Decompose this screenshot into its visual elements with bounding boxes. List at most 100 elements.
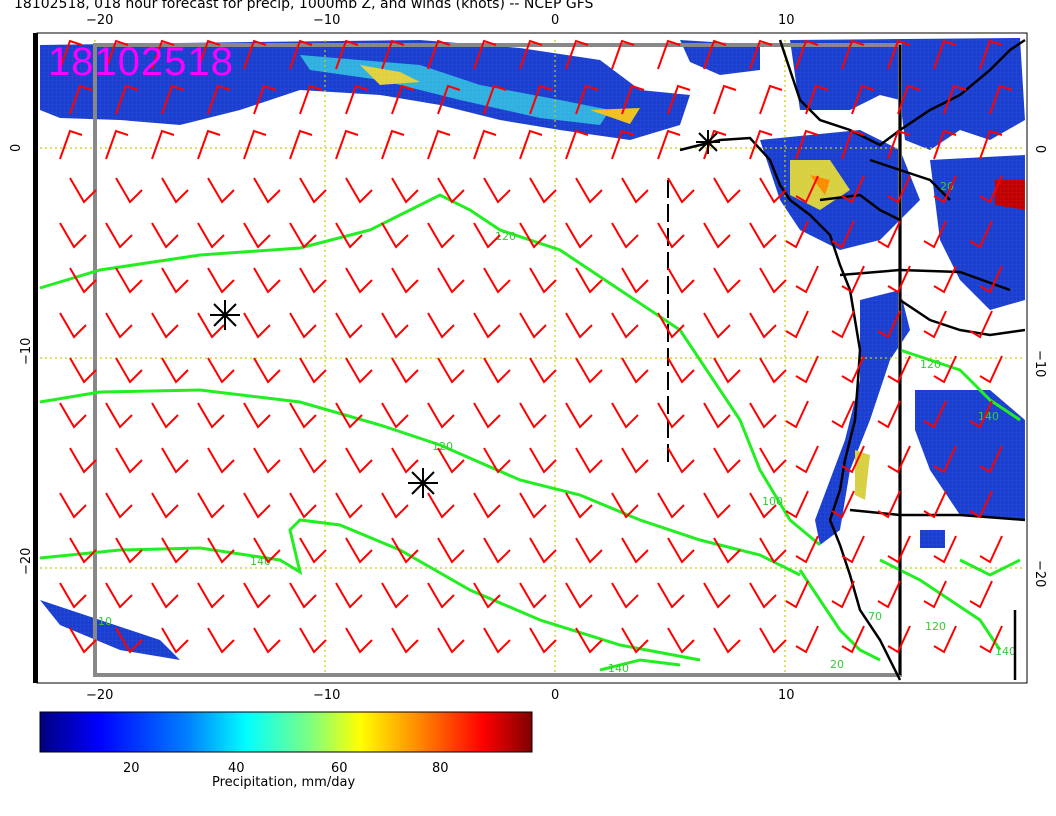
- wind-barb: [289, 402, 317, 429]
- wind-barb: [611, 582, 639, 609]
- lon-tick-bottom: −20: [86, 688, 113, 703]
- wind-barb: [621, 447, 649, 474]
- lon-tick-top: −10: [313, 13, 340, 28]
- wind-barb: [69, 537, 97, 564]
- wind-barb: [473, 492, 501, 519]
- wind-barb: [667, 357, 695, 384]
- wind-barb: [381, 402, 409, 429]
- wind-barb: [621, 84, 645, 115]
- wind-barb: [621, 627, 649, 654]
- wind-barb: [115, 357, 143, 384]
- wind-barb: [841, 129, 865, 160]
- wind-barb: [345, 627, 373, 654]
- wind-barb: [299, 537, 327, 564]
- wind-barb: [657, 582, 685, 609]
- wind-barbs: [59, 39, 1013, 654]
- wind-barb: [667, 267, 695, 294]
- wind-barb: [519, 402, 547, 429]
- wind-barb: [943, 84, 967, 115]
- wind-barb: [345, 447, 373, 474]
- wind-barb: [565, 39, 589, 70]
- wind-barb: [207, 267, 235, 294]
- contour-label: 120: [495, 230, 516, 243]
- wind-barb: [923, 400, 947, 429]
- wind-barb: [529, 177, 557, 204]
- wind-barb: [483, 447, 511, 474]
- wind-barb: [667, 177, 695, 204]
- wind-barb: [841, 39, 865, 70]
- wind-barb: [253, 357, 281, 384]
- wind-barb: [795, 39, 819, 70]
- wind-barb: [933, 129, 957, 160]
- wind-barb: [657, 402, 685, 429]
- wind-barb: [529, 357, 557, 384]
- wind-barb: [989, 84, 1013, 115]
- wind-barb: [841, 265, 865, 294]
- wind-barb: [657, 312, 685, 339]
- wind-barb: [335, 222, 363, 249]
- wind-barb: [749, 222, 777, 249]
- wind-barb: [335, 402, 363, 429]
- wind-barb: [345, 537, 373, 564]
- wind-barb: [335, 492, 363, 519]
- wind-barb: [657, 492, 685, 519]
- wind-barb: [713, 447, 741, 474]
- wind-barb: [243, 39, 267, 70]
- wind-barb: [243, 402, 271, 429]
- wind-barb: [703, 312, 731, 339]
- wind-barb: [969, 400, 993, 429]
- wind-barb: [703, 402, 731, 429]
- wind-barb: [197, 129, 221, 160]
- wind-barb: [667, 447, 695, 474]
- wind-barb: [621, 537, 649, 564]
- wind-barb: [565, 312, 593, 339]
- wind-barb: [207, 357, 235, 384]
- wind-barb: [161, 537, 189, 564]
- wind-barb: [621, 177, 649, 204]
- lon-tick-top: 0: [551, 13, 559, 28]
- wind-barb: [151, 129, 175, 160]
- wind-barb: [611, 312, 639, 339]
- wind-barb: [289, 222, 317, 249]
- wind-barb: [841, 445, 865, 474]
- wind-barb: [391, 357, 419, 384]
- wind-barb: [667, 537, 695, 564]
- wind-barb: [831, 400, 855, 429]
- wind-barb: [785, 580, 809, 609]
- wind-barb: [841, 625, 865, 654]
- wind-barb: [759, 537, 787, 564]
- wind-barb: [923, 580, 947, 609]
- wind-barb: [289, 39, 313, 70]
- wind-barb: [243, 582, 271, 609]
- wind-barb: [979, 175, 1003, 204]
- wind-barb: [299, 177, 327, 204]
- wind-barb: [831, 310, 855, 339]
- wind-barb: [161, 627, 189, 654]
- wind-barb: [575, 84, 599, 115]
- wind-barb: [335, 39, 359, 70]
- wind-barb: [713, 627, 741, 654]
- wind-barb: [565, 222, 593, 249]
- wind-barb: [59, 129, 83, 160]
- wind-barb: [151, 402, 179, 429]
- wind-barb: [427, 492, 455, 519]
- wind-barb: [427, 582, 455, 609]
- wind-barb: [299, 447, 327, 474]
- wind-barb: [483, 357, 511, 384]
- wind-barb: [427, 222, 455, 249]
- lon-tick-bottom: 0: [551, 688, 559, 703]
- wind-barb: [529, 447, 557, 474]
- wind-barb: [841, 355, 865, 384]
- wind-barb: [115, 627, 143, 654]
- lat-tick-right: −10: [1032, 350, 1047, 377]
- wind-barb: [483, 537, 511, 564]
- wind-barb: [207, 177, 235, 204]
- wind-barb: [795, 265, 819, 294]
- wind-barb: [391, 84, 415, 115]
- wind-barb: [381, 582, 409, 609]
- wind-barb: [335, 129, 359, 160]
- wind-barb: [621, 267, 649, 294]
- wind-barb: [115, 84, 139, 115]
- station-marker: [696, 130, 720, 154]
- wind-barb: [887, 175, 911, 204]
